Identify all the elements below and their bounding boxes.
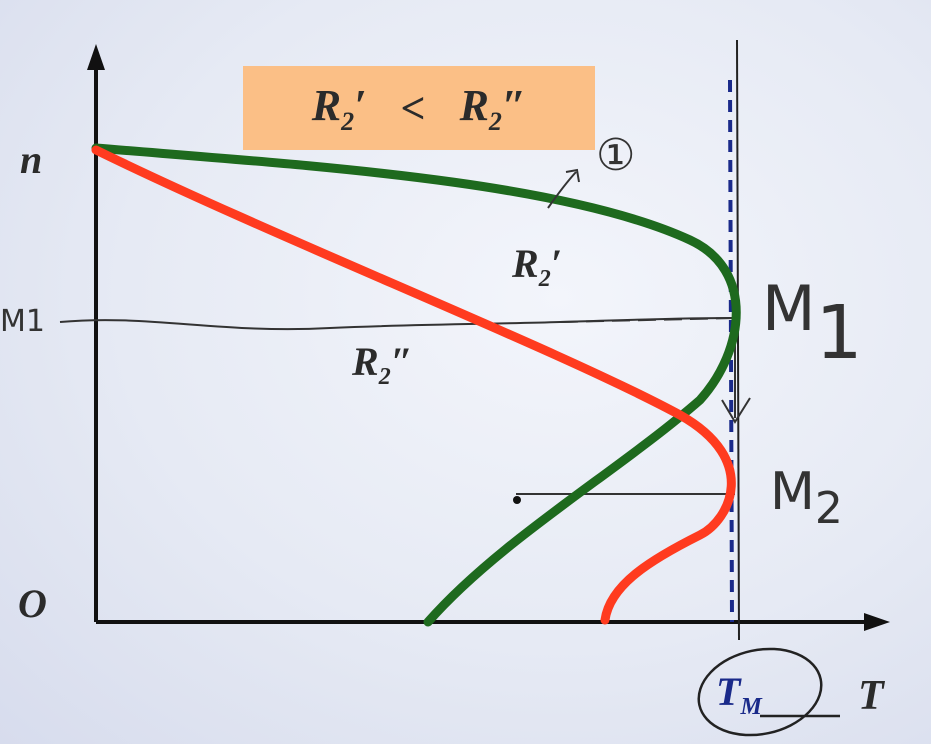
tm-label: TM <box>716 669 762 720</box>
m1-handwritten-line <box>59 317 736 331</box>
curve-r2-prime <box>91 143 741 627</box>
condition-right: R2″ <box>459 80 527 136</box>
y-axis-label: n <box>20 137 43 182</box>
x-axis-label: T <box>858 673 884 719</box>
y-axis-arrow <box>87 44 105 70</box>
condition-box: R2′ < R2″ <box>243 66 595 150</box>
note-arrow-head <box>565 168 580 183</box>
x-axis-arrow <box>864 613 890 631</box>
m1-left-note: M1 <box>0 304 45 339</box>
m2-dot <box>513 496 521 504</box>
m1-right-note: M1 <box>762 272 863 376</box>
label-r2-double-prime: R2″ <box>352 339 413 390</box>
tm-vertical-line <box>736 39 740 641</box>
m1-dash-segment <box>559 317 736 323</box>
label-r2-prime: R2′ <box>512 241 562 292</box>
circled-one-note: ① <box>596 130 636 181</box>
curve-r2-double-prime <box>91 145 736 625</box>
condition-operator: < <box>400 83 426 133</box>
m2-note: M2 <box>770 462 843 534</box>
note-arrow <box>547 171 577 209</box>
tm-circle <box>697 647 823 737</box>
origin-label: O <box>18 581 47 626</box>
condition-left: R2′ <box>311 80 367 136</box>
down-arrow-head <box>721 397 751 424</box>
